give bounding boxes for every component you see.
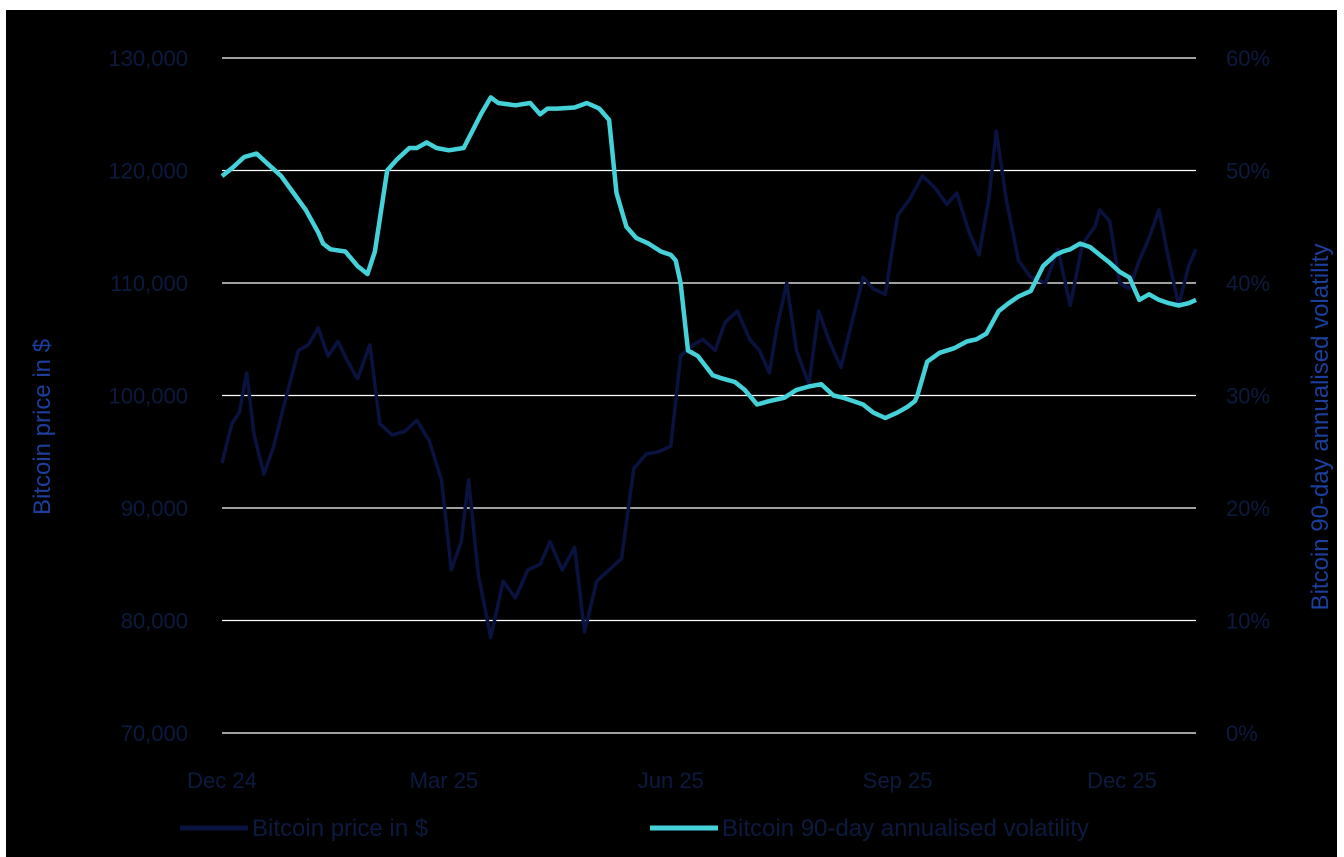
x-tick-label: Sep 25	[863, 768, 933, 793]
series-line-volatility	[220, 95, 1197, 421]
x-tick-label: Dec 24	[187, 768, 257, 793]
right-tick-label: 20%	[1226, 496, 1270, 521]
left-tick-label: 70,000	[121, 721, 188, 746]
left-axis-title: Bitcoin price in $	[29, 339, 56, 515]
series-layer	[220, 95, 1198, 640]
left-tick-label: 110,000	[110, 271, 188, 296]
right-tick-label: 30%	[1226, 384, 1270, 409]
left-tick-label: 120,000	[108, 159, 188, 184]
legend: Bitcoin price in $ Bitcoin 90-day annual…	[180, 815, 1089, 842]
left-tick-label: 100,000	[108, 384, 188, 409]
left-tick-label: 130,000	[108, 46, 188, 71]
right-tick-label: 40%	[1226, 271, 1270, 296]
legend-label-volatility: Bitcoin 90-day annualised volatility	[722, 815, 1089, 842]
right-axis-title: Bitcoin 90-day annualised volatility	[1307, 244, 1334, 611]
left-tick-label: 90,000	[121, 496, 188, 521]
right-tick-label: 0%	[1226, 721, 1258, 746]
x-axis-ticks: Dec 24 Mar 25 Jun 25 Sep 25 Dec 25	[187, 768, 1157, 793]
gridlines	[222, 57, 1196, 734]
x-tick-label: Dec 25	[1087, 768, 1157, 793]
left-axis-ticks: 70,000 80,000 90,000 100,000 110,000 120,000 1…	[108, 46, 188, 746]
right-axis-ticks: 0% 10% 20% 30% 40% 50% 60%	[1226, 46, 1270, 746]
right-tick-label: 10%	[1226, 609, 1270, 634]
legend-label-price: Bitcoin price in $	[252, 815, 428, 842]
right-tick-label: 60%	[1226, 46, 1270, 71]
left-tick-label: 80,000	[121, 609, 188, 634]
right-tick-label: 50%	[1226, 159, 1270, 184]
x-tick-label: Mar 25	[410, 768, 478, 793]
x-tick-label: Jun 25	[638, 768, 704, 793]
series-line-price	[220, 129, 1198, 640]
